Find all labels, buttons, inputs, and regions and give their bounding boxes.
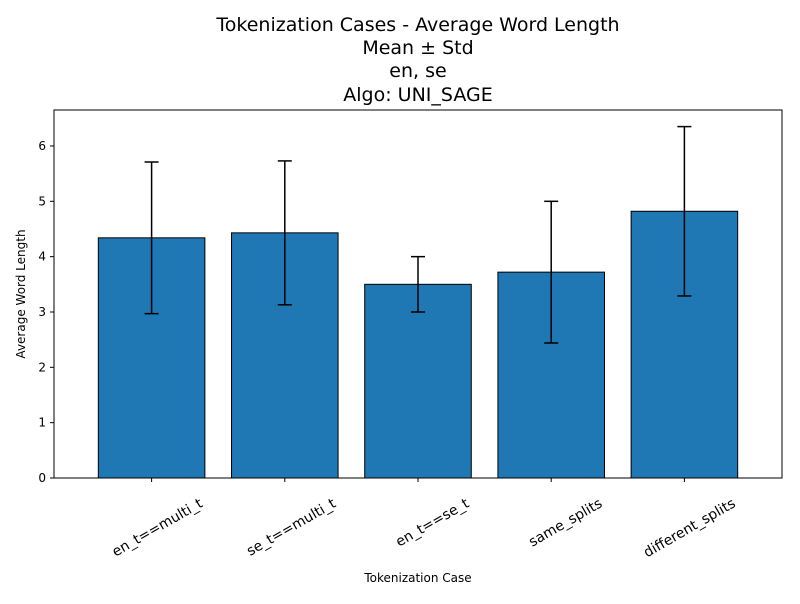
chart-title: Tokenization Cases - Average Word Length… bbox=[215, 14, 619, 106]
error-bar-4 bbox=[677, 125, 692, 297]
error-bar-3 bbox=[544, 200, 559, 344]
x-axis: en_t==multi_t se_t==multi_t en_t==se_t same… bbox=[110, 478, 738, 561]
bars-layer bbox=[97, 210, 739, 479]
error-bar-0 bbox=[144, 161, 159, 315]
x-tick-label: en_t==se_t bbox=[393, 495, 472, 550]
y-axis-label: Average Word Length bbox=[14, 229, 28, 358]
error-bar-1 bbox=[277, 160, 292, 306]
x-tick-label: en_t==multi_t bbox=[110, 495, 207, 560]
y-tick-label: 4 bbox=[38, 250, 46, 264]
y-tick-label: 3 bbox=[38, 305, 46, 319]
y-tick-label: 2 bbox=[38, 360, 46, 374]
error-bars-layer bbox=[144, 125, 692, 344]
x-tick-label: different_splits bbox=[641, 496, 738, 561]
y-tick-label: 0 bbox=[38, 471, 46, 485]
chart-title-line-2: Mean ± Std bbox=[362, 37, 473, 59]
error-bar-2 bbox=[411, 255, 425, 313]
x-tick-label: se_t==multi_t bbox=[244, 495, 339, 559]
x-axis-label: Tokenization Case bbox=[363, 571, 471, 585]
bar-2 bbox=[364, 283, 472, 479]
x-tick-label: same_splits bbox=[526, 496, 605, 551]
y-tick-label: 1 bbox=[38, 416, 46, 430]
y-tick-label: 6 bbox=[38, 139, 46, 153]
y-axis: 0 1 2 3 4 5 6 bbox=[38, 139, 54, 485]
chart-title-line-3: en, se bbox=[389, 60, 446, 82]
y-tick-label: 5 bbox=[38, 194, 46, 208]
chart-title-line-1: Tokenization Cases - Average Word Length bbox=[215, 14, 619, 36]
chart-title-line-4: Algo: UNI_SAGE bbox=[343, 84, 492, 106]
plot-frame bbox=[53, 109, 783, 479]
